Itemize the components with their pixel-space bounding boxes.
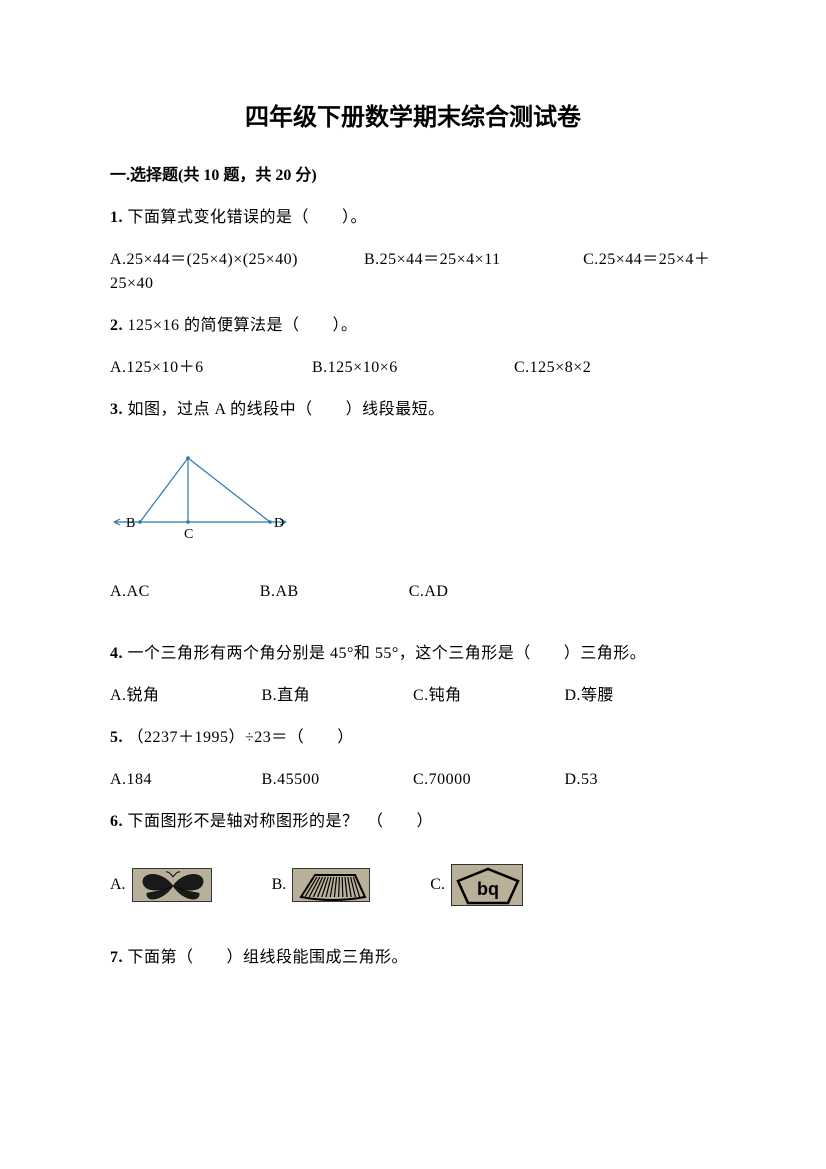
question-7: 7. 下面第（ ）组线段能围成三角形。 (110, 946, 716, 970)
question-2: 2. 125×16 的简便算法是（ ）。 (110, 314, 716, 338)
q2-opt-b: B.125×10×6 (312, 356, 514, 380)
q3-figure: A B C D (110, 452, 716, 550)
q2-options: A.125×10＋6 B.125×10×6 C.125×8×2 (110, 356, 716, 380)
svg-text:B: B (126, 516, 135, 531)
q4-opt-b: B.直角 (262, 684, 414, 708)
q2-opt-c: C.125×8×2 (514, 356, 716, 380)
q7-number: 7. (110, 949, 123, 966)
svg-text:D: D (274, 516, 284, 531)
q3-options: A.AC B.AB C.AD (110, 580, 716, 604)
question-1: 1. 下面算式变化错误的是（ ）。 (110, 206, 716, 230)
q1-number: 1. (110, 209, 123, 226)
q4-options: A.锐角 B.直角 C.钝角 D.等腰 (110, 684, 716, 708)
q6-opt-a: A. (110, 873, 126, 897)
q6-opt-c-wrap: C. bq (430, 864, 523, 906)
q7-text: 下面第（ ）组线段能围成三角形。 (123, 949, 408, 966)
question-3: 3. 如图，过点 A 的线段中（ ）线段最短。 (110, 398, 716, 422)
q5-number: 5. (110, 729, 123, 746)
q5-opt-a: A.184 (110, 768, 262, 792)
q5-text: （2237＋1995）÷23＝（ ） (123, 729, 354, 746)
question-6: 6. 下面图形不是轴对称图形的是？ （ ） (110, 810, 716, 834)
q2-text: 125×16 的简便算法是（ ）。 (123, 317, 358, 334)
q4-text: 一个三角形有两个角分别是 45°和 55°，这个三角形是（ ）三角形。 (123, 645, 646, 662)
q4-opt-c: C.钝角 (413, 684, 565, 708)
question-4: 4. 一个三角形有两个角分别是 45°和 55°，这个三角形是（ ）三角形。 (110, 642, 716, 666)
triangle-diagram: A B C D (110, 452, 290, 542)
question-5: 5. （2237＋1995）÷23＝（ ） (110, 726, 716, 750)
pentagon-image: bq (451, 864, 523, 906)
q6-text: 下面图形不是轴对称图形的是？ （ ） (123, 813, 433, 830)
q6-figures: A. B. C. bq (110, 864, 716, 906)
svg-text:C: C (184, 527, 193, 542)
svg-text:bq: bq (477, 879, 499, 899)
q6-opt-b: B. (272, 873, 287, 897)
q2-opt-a: A.125×10＋6 (110, 356, 312, 380)
q6-opt-b-wrap: B. (272, 868, 371, 902)
section-heading: 一.选择题(共 10 题，共 20 分) (110, 164, 716, 188)
q5-opt-c: C.70000 (413, 768, 565, 792)
q6-opt-a-wrap: A. (110, 868, 212, 902)
q1-options: A.25×44＝(25×4)×(25×40) B.25×44＝25×4×11 C… (110, 248, 716, 296)
q4-opt-a: A.锐角 (110, 684, 262, 708)
q3-opt-a: A.AC (110, 580, 150, 604)
q3-text: 如图，过点 A 的线段中（ ）线段最短。 (123, 401, 445, 418)
q5-opt-b: B.45500 (262, 768, 414, 792)
q6-opt-c: C. (430, 873, 445, 897)
q3-opt-c: C.AD (409, 580, 449, 604)
q5-opt-d: D.53 (565, 768, 717, 792)
q2-number: 2. (110, 317, 123, 334)
comb-image (292, 868, 370, 902)
q5-options: A.184 B.45500 C.70000 D.53 (110, 768, 716, 792)
q6-number: 6. (110, 813, 123, 830)
q4-opt-d: D.等腰 (565, 684, 717, 708)
page-title: 四年级下册数学期末综合测试卷 (110, 100, 716, 136)
q3-opt-b: B.AB (260, 580, 299, 604)
q1-text: 下面算式变化错误的是（ ）。 (123, 209, 367, 226)
svg-text:A: A (184, 452, 195, 456)
butterfly-image (132, 868, 212, 902)
q3-number: 3. (110, 401, 123, 418)
q4-number: 4. (110, 645, 123, 662)
